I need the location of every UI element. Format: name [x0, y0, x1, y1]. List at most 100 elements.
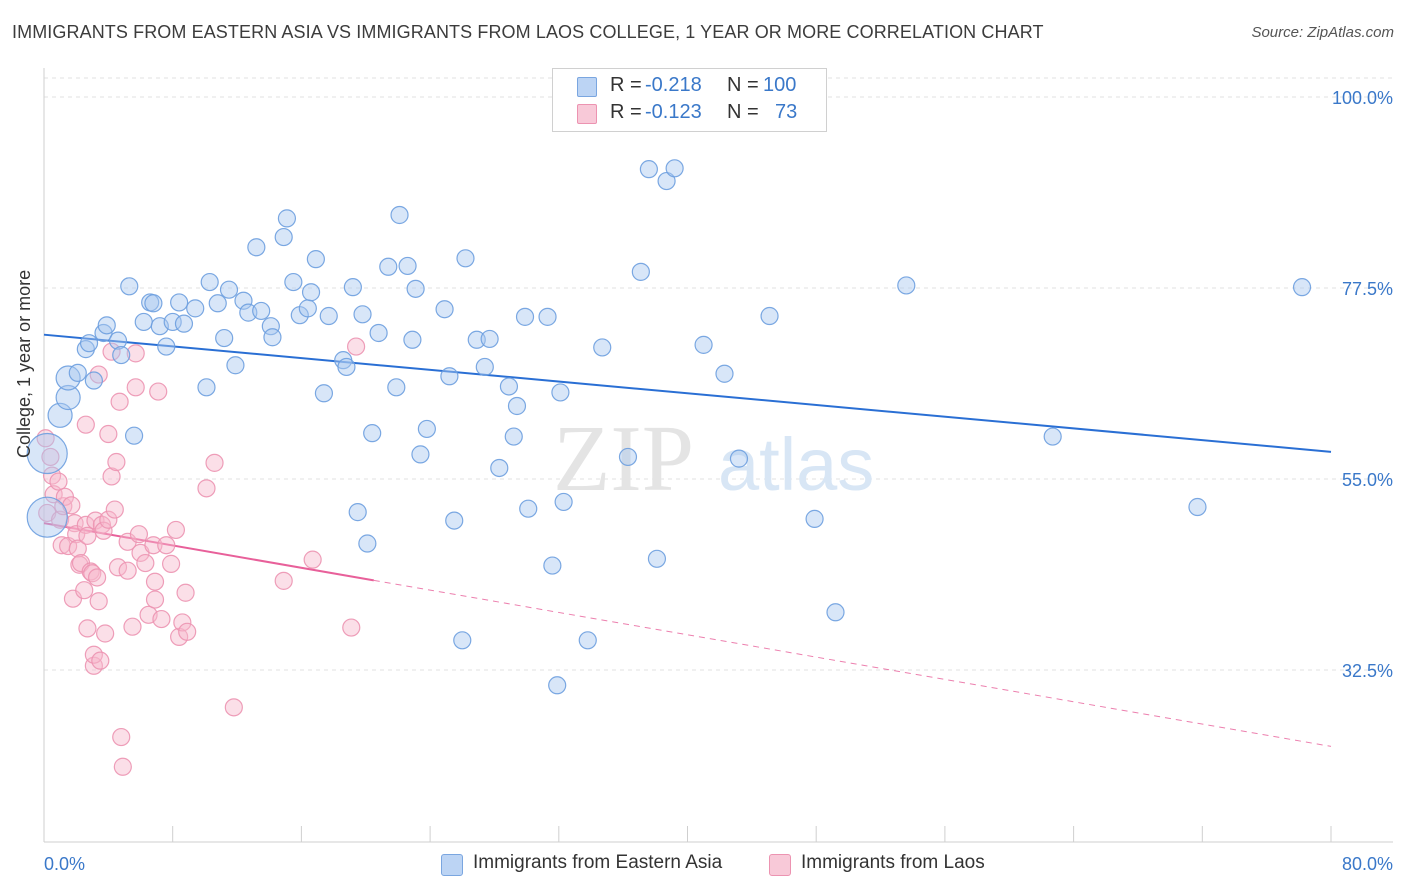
laos-point — [41, 447, 60, 467]
eastern-asia-point — [186, 299, 205, 318]
laos-point — [205, 453, 224, 472]
laos-point — [176, 583, 195, 602]
legend-r-value: -0.218 — [645, 74, 702, 96]
laos-point — [108, 558, 128, 577]
laos-point — [224, 698, 243, 717]
laos-point — [78, 526, 97, 545]
laos-point — [94, 521, 113, 540]
eastern-asia-point — [314, 384, 334, 403]
eastern-asia-point — [124, 426, 144, 445]
eastern-asia-point — [694, 335, 713, 354]
bottom-legend-label: Immigrants from Laos — [801, 852, 985, 873]
eastern-asia-point — [84, 371, 103, 390]
laos-point — [144, 536, 163, 555]
laos-point — [99, 510, 118, 529]
legend-row-laos: R = -0.123 N = 73 — [553, 100, 826, 128]
eastern-asia-point — [120, 277, 139, 296]
eastern-asia-point — [134, 312, 153, 332]
laos-point — [118, 561, 137, 580]
eastern-asia-point — [647, 549, 667, 568]
y-tick-label: 32.5% — [1342, 661, 1393, 681]
legend-swatch-blue — [577, 77, 597, 97]
laos-point — [342, 618, 361, 637]
y-tick-label: 77.5% — [1342, 279, 1393, 299]
eastern-asia-point — [284, 272, 303, 292]
legend-r-label: R = — [610, 74, 642, 96]
eastern-asia-point — [79, 334, 99, 353]
y-tick-label: 100.0% — [1332, 88, 1393, 108]
eastern-asia-point — [358, 534, 377, 553]
eastern-asia-point — [578, 631, 597, 650]
laos-point — [67, 525, 86, 544]
eastern-asia-point — [715, 364, 734, 383]
eastern-asia-point — [504, 427, 523, 446]
eastern-asia-point — [108, 331, 128, 350]
legend-r-label: R = — [610, 101, 642, 123]
eastern-asia-point — [197, 378, 216, 397]
eastern-asia-point — [379, 257, 398, 276]
eastern-asia-point — [387, 378, 406, 397]
x-tick-label: 0.0% — [44, 854, 85, 874]
laos-point — [129, 525, 149, 544]
laos-point — [75, 581, 94, 600]
eastern-asia-point — [618, 447, 638, 467]
laos-point — [178, 622, 197, 641]
laos-point — [197, 479, 216, 498]
laos-point — [76, 415, 95, 434]
trend-line-eastern-asia — [43, 333, 1332, 453]
eastern-asia-point — [200, 272, 219, 292]
laos-point — [102, 467, 121, 486]
bottom-legend-laos: Immigrants from Laos — [769, 852, 1029, 876]
laos-point — [107, 452, 126, 472]
laos-point — [49, 472, 68, 491]
laos-point — [149, 382, 168, 401]
eastern-asia-point — [219, 280, 239, 299]
laos-point — [110, 392, 129, 411]
legend-n-label: N = — [727, 101, 759, 123]
laos-point — [161, 554, 181, 573]
eastern-asia-point — [369, 323, 388, 343]
y-tick-label: 55.0% — [1342, 470, 1393, 490]
watermark-zip: ZIP — [553, 407, 694, 511]
eastern-asia-point — [398, 256, 417, 276]
series-laos-points — [36, 337, 366, 776]
eastern-asia-point — [234, 291, 253, 310]
eastern-asia-point — [277, 209, 297, 228]
laos-point — [91, 651, 110, 670]
legend-swatch-pink — [577, 104, 597, 124]
eastern-asia-point — [467, 330, 486, 349]
eastern-asia-point — [538, 307, 557, 326]
laos-point — [346, 337, 366, 356]
laos-point — [89, 592, 108, 611]
bottom-legend-label: Immigrants from Eastern Asia — [473, 852, 723, 873]
eastern-asia-point — [170, 293, 189, 312]
legend-n-label: N = — [727, 74, 759, 96]
axes — [43, 68, 1393, 843]
laos-point — [102, 342, 121, 361]
correlation-legend: R = -0.218 N = 100 R = -0.123 N = 73 — [552, 68, 827, 132]
eastern-asia-point — [760, 306, 779, 326]
laos-point — [157, 536, 176, 555]
eastern-asia-point — [390, 205, 409, 225]
eastern-asia-point — [593, 338, 612, 357]
eastern-asia-point — [551, 383, 570, 402]
eastern-asia-point — [805, 509, 824, 528]
eastern-asia-point — [55, 384, 81, 411]
laos-point — [78, 619, 97, 638]
eastern-asia-point — [548, 676, 567, 695]
eastern-asia-point — [353, 305, 372, 324]
eastern-asia-point — [411, 445, 430, 464]
eastern-asia-point — [519, 499, 538, 518]
eastern-asia-point — [26, 432, 68, 475]
y-axis-label: College, 1 year or more — [14, 269, 34, 458]
laos-point — [145, 572, 165, 591]
eastern-asia-point — [475, 357, 494, 377]
eastern-asia-point — [68, 363, 87, 382]
eastern-asia-point — [1292, 278, 1312, 297]
eastern-asia-point — [337, 357, 356, 377]
bottom-legend-eastern-asia: Immigrants from Eastern Asia — [441, 852, 761, 876]
laos-point — [105, 500, 124, 519]
eastern-asia-point — [274, 227, 293, 247]
x-tick-label: 80.0% — [1342, 854, 1393, 874]
